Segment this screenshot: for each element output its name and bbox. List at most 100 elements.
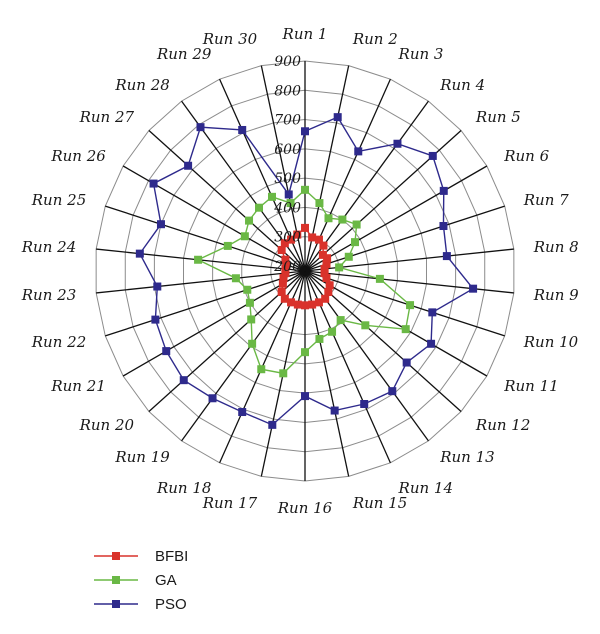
series-point: [245, 298, 254, 307]
series-point: [352, 220, 361, 229]
category-label: Run 10: [523, 333, 579, 351]
series-point: [314, 298, 323, 307]
series-point: [286, 199, 295, 208]
series-point: [280, 294, 289, 303]
series-point: [243, 285, 252, 294]
tick-label: 800: [274, 83, 301, 99]
category-label: Run 20: [79, 416, 135, 434]
series-layer: [135, 113, 478, 429]
category-label: Run 27: [79, 108, 135, 126]
series-point: [301, 392, 309, 401]
axis-spoke: [304, 165, 488, 272]
series-point: [469, 284, 478, 293]
axis-spoke: [304, 270, 488, 377]
series-point: [322, 273, 331, 282]
series-point: [293, 300, 302, 309]
series-point: [344, 252, 353, 261]
radial-tick-labels: 200 300 400 500 600 700 800 900: [273, 54, 301, 275]
series-ga: [194, 185, 415, 378]
series-point: [151, 315, 160, 324]
category-label: Run 28: [114, 76, 169, 94]
category-label: Run 4: [439, 76, 485, 94]
tick-label: 700: [274, 113, 301, 129]
series-point: [277, 288, 286, 297]
series-point: [322, 260, 331, 269]
legend-label: BFBI: [155, 548, 188, 565]
category-label: Run 23: [21, 286, 76, 304]
series-point: [301, 185, 309, 194]
tick-label: 500: [274, 171, 301, 187]
series-point: [267, 192, 276, 201]
series-point: [427, 339, 436, 348]
series-point: [135, 249, 144, 258]
series-point: [196, 123, 205, 132]
series-point: [208, 394, 217, 403]
axis-spoke: [122, 270, 306, 377]
series-point: [301, 301, 309, 310]
category-label: Run 19: [114, 448, 170, 466]
series-point: [319, 241, 328, 250]
series-point: [361, 321, 370, 330]
tick-label: 900: [274, 54, 301, 70]
category-label: Run 12: [475, 416, 530, 434]
category-label: Run 24: [21, 238, 76, 256]
series-point: [156, 220, 165, 229]
legend-item: PSO: [94, 596, 187, 613]
series-point: [333, 113, 342, 122]
category-label: Run 11: [503, 377, 558, 395]
category-label: Run 6: [503, 147, 549, 165]
series-point: [406, 301, 415, 310]
series-point: [238, 125, 247, 134]
legend-label: PSO: [155, 596, 187, 613]
series-point: [287, 235, 296, 244]
category-label: Run 26: [50, 147, 106, 165]
series-point: [301, 348, 309, 357]
series-point: [318, 250, 327, 259]
series-point: [255, 203, 264, 212]
axis-spoke: [304, 205, 505, 272]
axis-spoke: [105, 205, 306, 272]
legend: BFBI GA PSO: [94, 548, 188, 613]
axis-spoke: [304, 270, 514, 294]
series-point: [351, 238, 360, 247]
series-point: [280, 239, 289, 248]
series-point: [338, 215, 347, 224]
series-point: [315, 199, 324, 208]
series-point: [328, 327, 337, 336]
series-point: [402, 358, 411, 367]
category-label: Run 16: [277, 499, 333, 517]
series-point: [240, 232, 249, 241]
series-point: [245, 216, 254, 225]
category-label: Run 7: [523, 191, 569, 209]
series-point: [320, 269, 329, 278]
axis-spokes: [96, 61, 514, 481]
series-point: [324, 288, 333, 297]
series-point: [293, 230, 302, 239]
series-point: [257, 365, 266, 374]
series-point: [153, 282, 162, 291]
series-point: [184, 161, 193, 170]
tick-label: 400: [273, 200, 301, 216]
category-label: Run 14: [398, 479, 453, 497]
series-point: [360, 400, 369, 408]
series-pso: [135, 113, 478, 429]
series-point: [314, 235, 323, 244]
series-bfbi: [277, 223, 334, 310]
series-point: [325, 281, 334, 290]
series-point: [281, 264, 290, 273]
series-point: [323, 254, 332, 263]
series-point: [428, 151, 437, 160]
series-point: [315, 334, 324, 343]
series-point: [268, 420, 277, 429]
series-point: [179, 376, 188, 385]
tick-label: 600: [274, 142, 301, 158]
series-point: [238, 408, 247, 417]
series-point: [401, 325, 410, 334]
category-label: Run 21: [50, 377, 105, 395]
category-label: Run 17: [202, 494, 258, 512]
series-point: [320, 264, 329, 273]
series-point: [308, 233, 317, 242]
legend-marker: [112, 576, 120, 584]
series-point: [282, 260, 291, 269]
